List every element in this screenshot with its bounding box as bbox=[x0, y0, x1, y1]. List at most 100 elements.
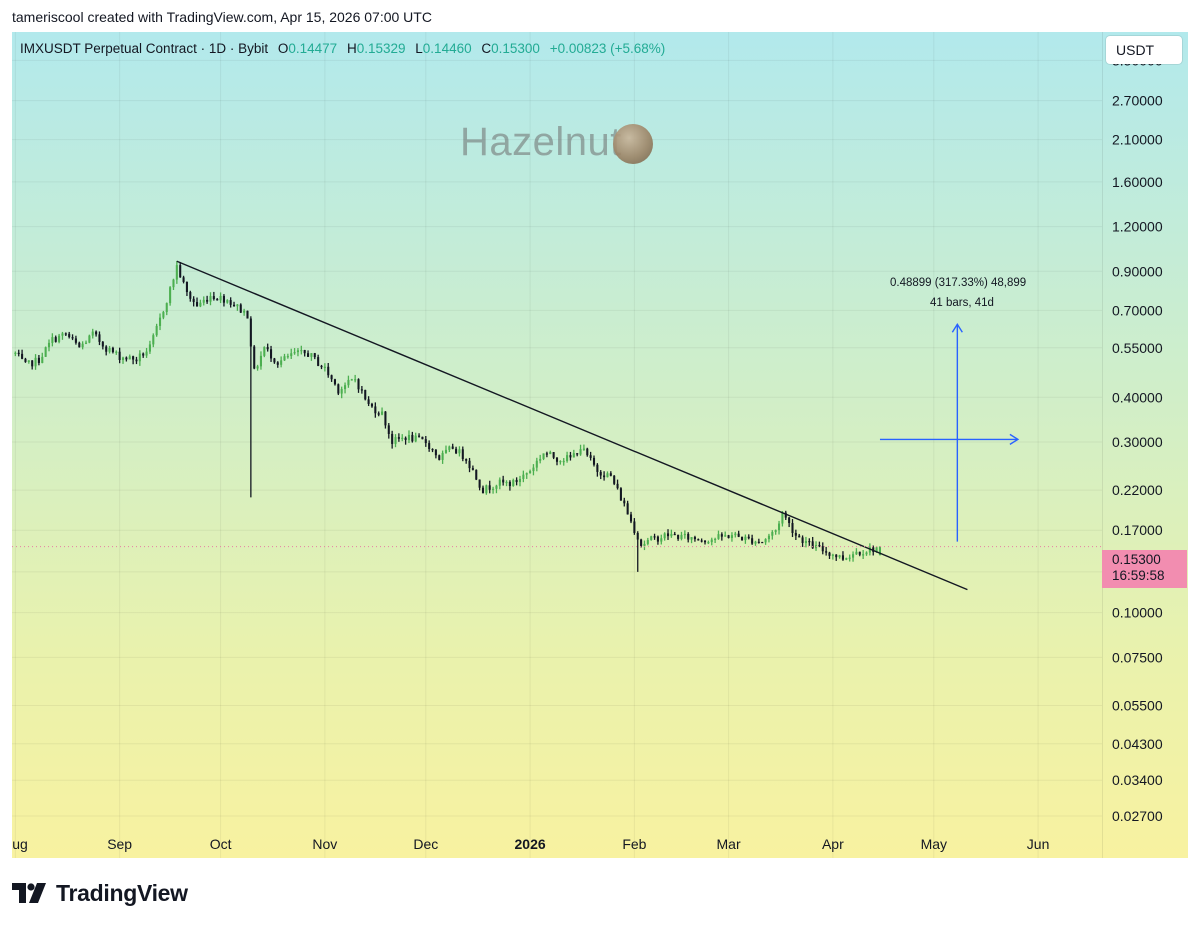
candle-body bbox=[512, 479, 515, 487]
candle-body bbox=[121, 357, 125, 360]
candle-body bbox=[259, 355, 262, 367]
y-tick-label: 1.20000 bbox=[1112, 219, 1163, 235]
candle-body bbox=[37, 357, 40, 363]
candle-body bbox=[687, 533, 690, 540]
candle-body bbox=[545, 453, 548, 455]
x-tick-label: Dec bbox=[413, 836, 438, 852]
candle-body bbox=[64, 333, 67, 335]
candle-body bbox=[397, 437, 400, 439]
candle-body bbox=[552, 452, 555, 458]
symbol-legend[interactable]: IMXUSDT Perpetual Contract · 1D · Bybit … bbox=[20, 41, 665, 56]
candle-body bbox=[848, 557, 851, 559]
candle-body bbox=[616, 483, 619, 489]
candle-body bbox=[693, 537, 696, 540]
price-chart[interactable]: Aug Sep Oct Nov Dec 2026 Feb Mar Apr May Jun bbox=[12, 32, 1102, 858]
candle-body bbox=[525, 473, 528, 475]
candle-body bbox=[781, 512, 784, 524]
tradingview-brand: TradingView bbox=[56, 879, 188, 906]
candle-body bbox=[683, 533, 686, 536]
measure-arrow-up-icon bbox=[951, 322, 963, 333]
open-value: 0.14477 bbox=[288, 41, 338, 56]
candle-body bbox=[347, 379, 350, 386]
y-tick-label: 1.60000 bbox=[1112, 174, 1163, 190]
candles bbox=[14, 260, 882, 572]
candle-body bbox=[41, 356, 44, 363]
candle-body bbox=[152, 335, 155, 345]
high-label: H bbox=[346, 41, 357, 56]
candle-body bbox=[323, 366, 326, 368]
candle-body bbox=[774, 530, 777, 532]
candle-body bbox=[243, 310, 246, 313]
candle-body bbox=[794, 532, 797, 536]
hazelnut-icon bbox=[613, 124, 653, 164]
candle-body bbox=[424, 439, 427, 444]
candle-body bbox=[74, 338, 77, 343]
candle-body bbox=[273, 358, 276, 363]
candle-body bbox=[784, 512, 787, 518]
symbol-name[interactable]: IMXUSDT Perpetual Contract · 1D · Bybit bbox=[20, 41, 269, 56]
y-tick-label: 0.07500 bbox=[1112, 649, 1163, 665]
price-scale[interactable]: 3.500002.700002.100001.600001.200000.900… bbox=[1102, 32, 1188, 858]
candle-body bbox=[559, 460, 562, 463]
candle-body bbox=[286, 356, 289, 358]
candle-body bbox=[771, 531, 774, 536]
x-tick-label: Aug bbox=[12, 836, 28, 852]
candle-body bbox=[263, 347, 266, 356]
y-tick-label: 0.30000 bbox=[1112, 434, 1163, 450]
candle-body bbox=[811, 541, 814, 549]
candle-body bbox=[589, 455, 592, 458]
price-axis[interactable]: 3.500002.700002.100001.600001.200000.900… bbox=[1102, 32, 1188, 858]
candle-body bbox=[357, 379, 360, 390]
candle-body bbox=[576, 453, 579, 455]
candle-body bbox=[367, 399, 370, 404]
candle-body bbox=[88, 335, 91, 343]
plot-area[interactable]: Aug Sep Oct Nov Dec 2026 Feb Mar Apr May Jun Hazel… bbox=[12, 32, 1102, 858]
candle-body bbox=[875, 547, 878, 552]
candle-body bbox=[105, 346, 108, 352]
currency-button[interactable]: USDT bbox=[1106, 36, 1182, 64]
candle-body bbox=[310, 353, 313, 357]
chart-frame[interactable]: Aug Sep Oct Nov Dec 2026 Feb Mar Apr May Jun Hazel… bbox=[12, 32, 1188, 858]
candle-body bbox=[428, 443, 431, 449]
candle-body bbox=[320, 365, 323, 368]
candle-body bbox=[344, 385, 347, 390]
candle-body bbox=[455, 448, 458, 454]
candle-body bbox=[825, 551, 828, 553]
tradingview-logo[interactable]: TradingView bbox=[12, 878, 188, 908]
candle-body bbox=[21, 353, 24, 359]
candle-body bbox=[128, 356, 131, 360]
candle-body bbox=[303, 350, 306, 354]
candle-body bbox=[293, 352, 296, 354]
candle-body bbox=[189, 292, 192, 299]
candle-body bbox=[646, 539, 649, 544]
candle-body bbox=[307, 353, 310, 357]
candle-body bbox=[505, 481, 508, 484]
candle-body bbox=[115, 351, 118, 353]
candle-body bbox=[148, 344, 151, 352]
candle-body bbox=[34, 357, 37, 367]
candle-body bbox=[764, 539, 767, 543]
candle-body bbox=[132, 356, 135, 360]
candle-body bbox=[475, 469, 478, 480]
candle-body bbox=[169, 287, 172, 304]
candle-body bbox=[801, 537, 804, 544]
candle-body bbox=[31, 360, 34, 367]
candle-body bbox=[162, 312, 165, 318]
candle-body bbox=[690, 537, 693, 540]
candle-body bbox=[431, 448, 434, 451]
candle-body bbox=[492, 488, 495, 491]
candle-body bbox=[354, 379, 357, 381]
candle-body bbox=[767, 535, 770, 540]
candle-body bbox=[283, 356, 286, 361]
candle-body bbox=[444, 449, 448, 453]
last-price-tag: 0.15300 16:59:58 bbox=[1102, 550, 1187, 588]
x-tick-label: 2026 bbox=[515, 836, 546, 852]
candle-body bbox=[330, 375, 333, 380]
candle-body bbox=[101, 341, 104, 347]
candle-body bbox=[84, 342, 88, 344]
candle-body bbox=[185, 281, 188, 293]
candle-body bbox=[468, 460, 471, 469]
candle-body bbox=[138, 353, 141, 362]
candle-body bbox=[61, 333, 64, 336]
y-tick-label: 0.05500 bbox=[1112, 698, 1163, 714]
